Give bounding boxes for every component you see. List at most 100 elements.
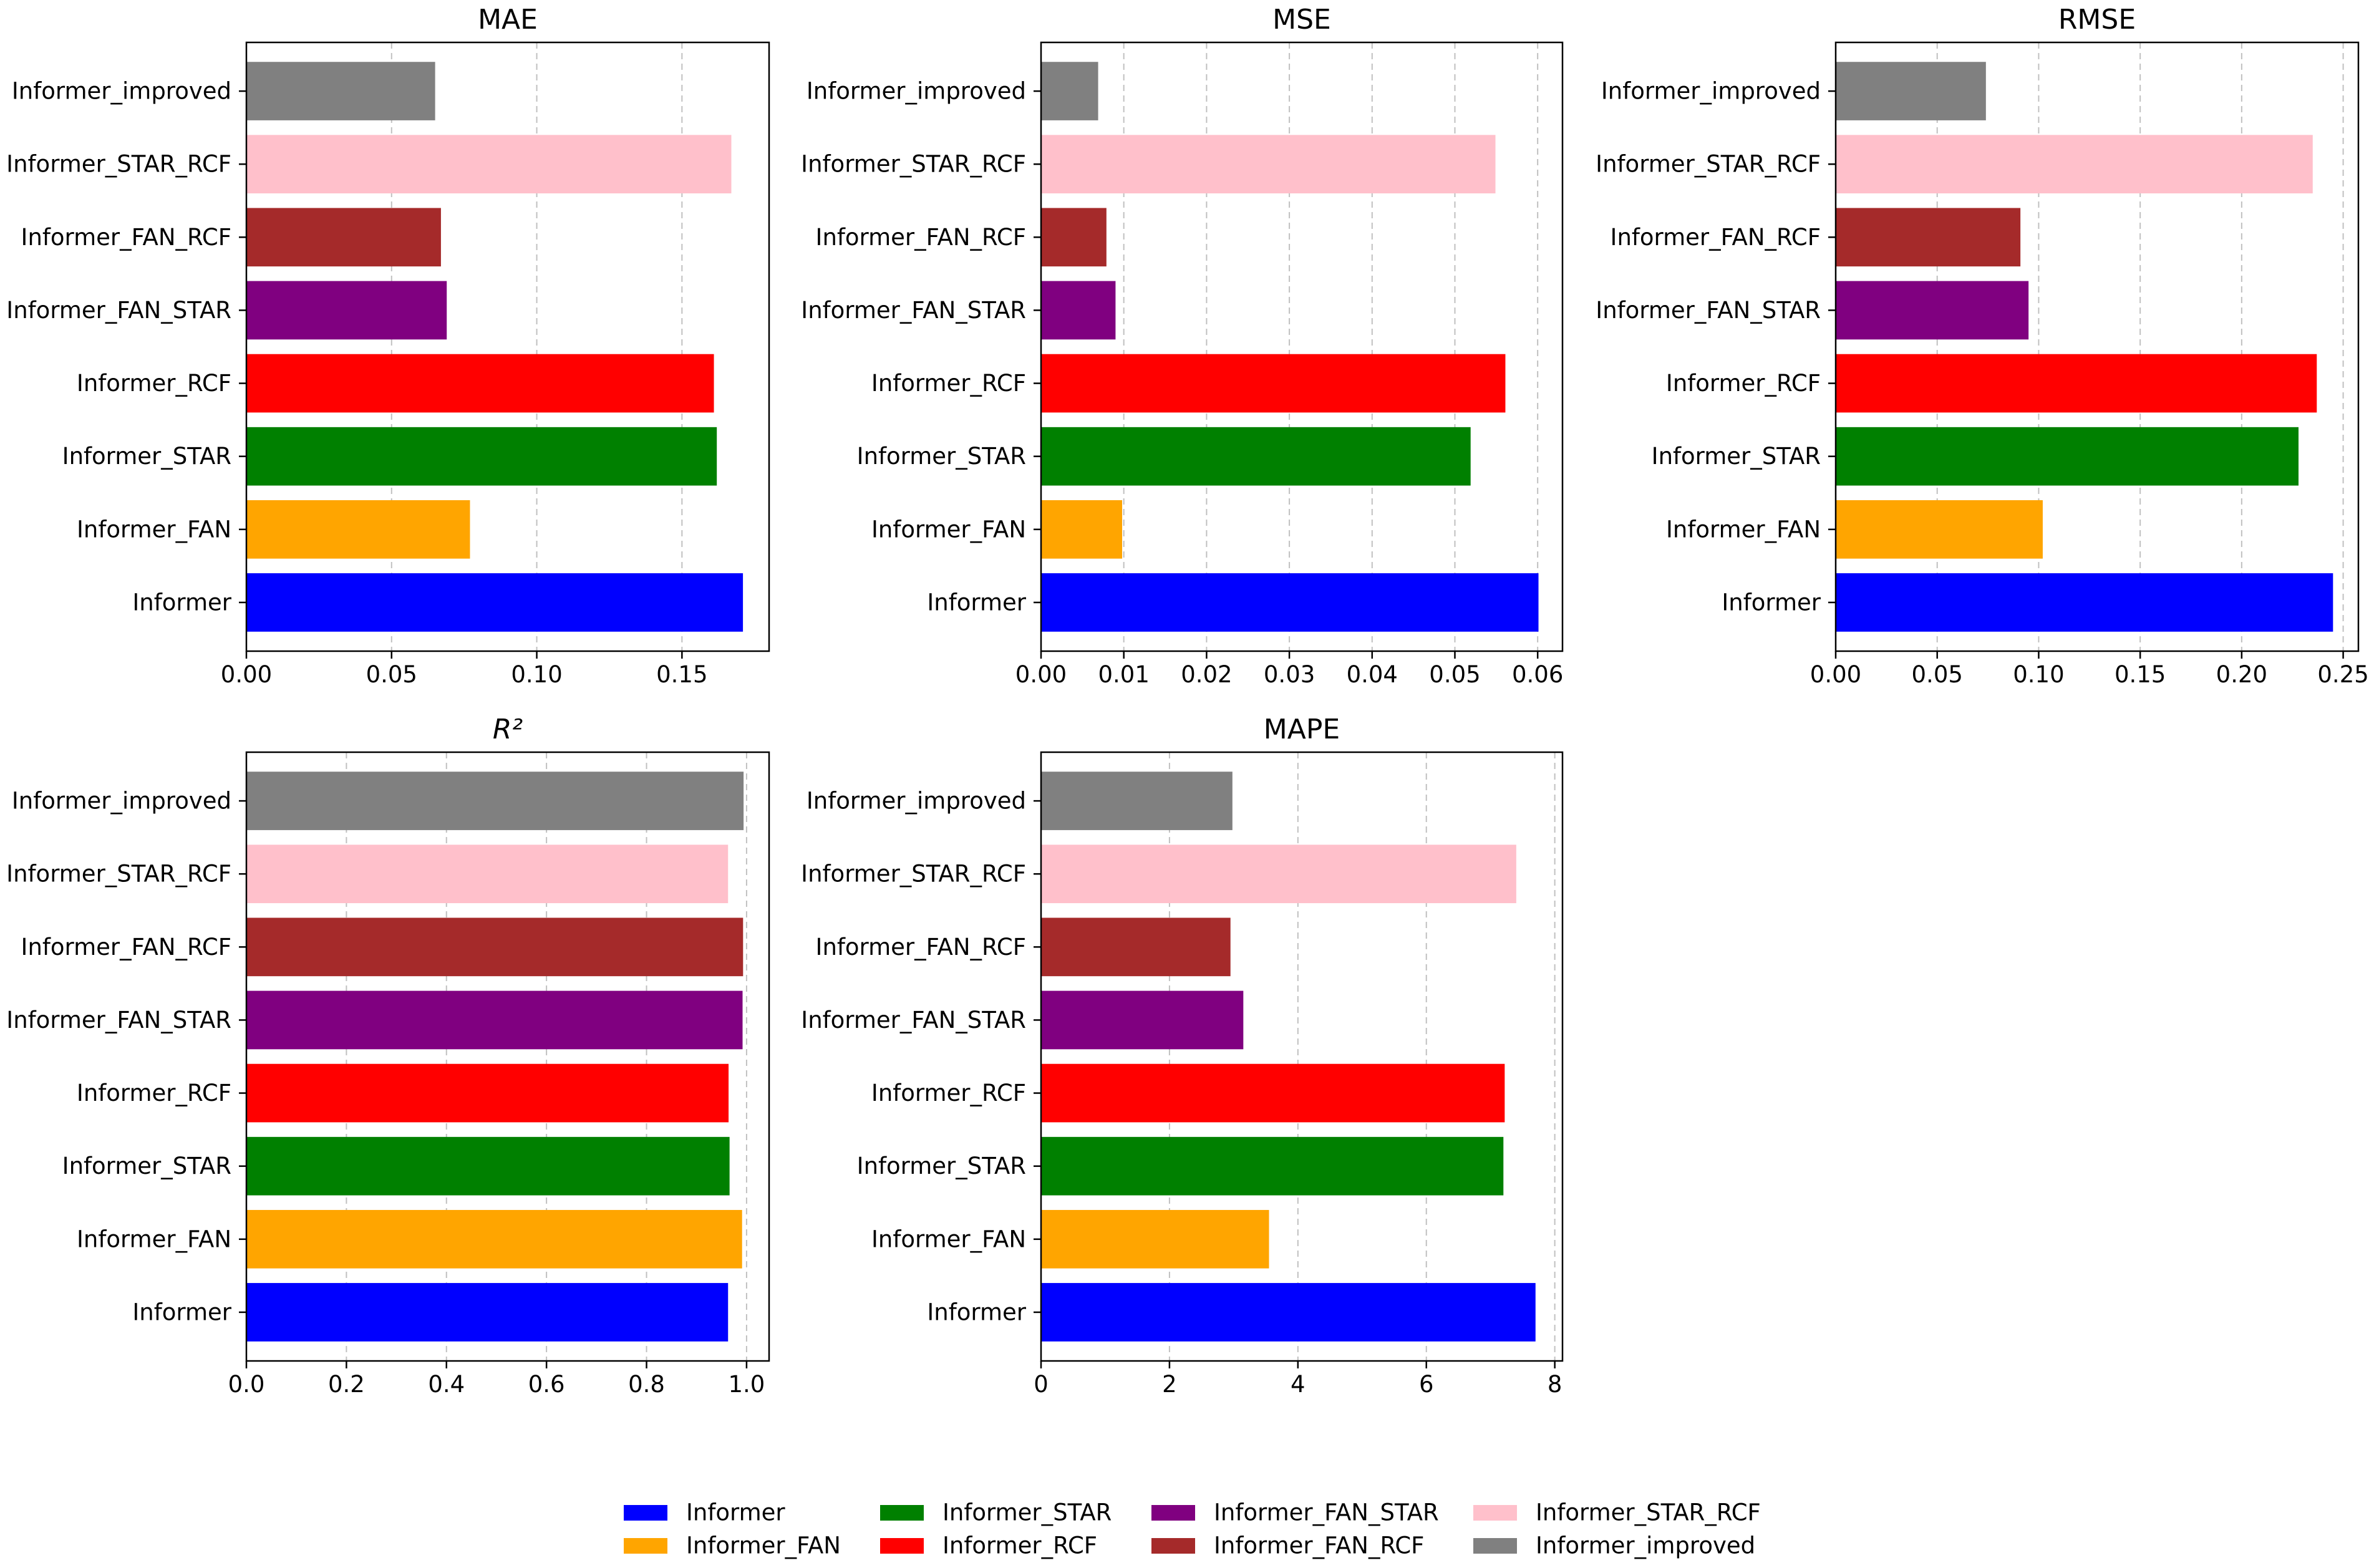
y-tick-label: Informer_STAR_RCF: [1596, 151, 1821, 178]
x-tick-label: 0.8: [628, 1371, 665, 1398]
panel-title: R²: [493, 714, 523, 745]
y-tick-label: Informer_FAN_STAR: [1596, 297, 1821, 324]
bar-informer-rcf: [1836, 354, 2317, 413]
y-tick-label: Informer_FAN_RCF: [1611, 224, 1821, 251]
y-tick-label: Informer_FAN_RCF: [21, 934, 231, 961]
x-tick-label: 0.10: [2013, 661, 2064, 688]
y-tick-label: Informer_STAR: [1652, 443, 1821, 470]
bar-informer-fan-star: [246, 281, 447, 340]
bar-informer-improved: [1041, 62, 1098, 120]
x-tick-label: 0.03: [1264, 661, 1315, 688]
legend-item-informer-star-rcf: Informer_STAR_RCF: [1473, 1499, 1761, 1526]
y-tick-label: Informer_FAN: [1666, 516, 1821, 543]
bar-informer-fan: [1041, 1209, 1269, 1269]
bar-informer-star: [1041, 427, 1471, 486]
legend-label: Informer_FAN: [686, 1532, 841, 1559]
panel-rmse: Informer Informer_FAN Informer_STAR Informe…: [1596, 4, 2369, 688]
x-tick-label: 2: [1162, 1371, 1177, 1398]
bar-informer-fan-star: [1041, 281, 1116, 340]
panel-mape: Informer Informer_FAN Informer_STAR Informe…: [801, 714, 1564, 1398]
panel-title: MAPE: [1264, 714, 1340, 745]
x-tick-label: 0.05: [1429, 661, 1480, 688]
y-tick-label: Informer_improved: [12, 788, 231, 815]
y-tick-label: Informer_STAR_RCF: [801, 861, 1026, 888]
y-tick-label: Informer_improved: [807, 78, 1026, 105]
bar-informer-fan-star: [246, 990, 743, 1050]
y-tick-label: Informer_STAR_RCF: [6, 861, 231, 888]
bar-informer-fan-rcf: [246, 208, 441, 267]
legend-swatch: [1473, 1538, 1517, 1554]
bar-informer-star-rcf: [246, 135, 732, 194]
x-tick-label: 0.00: [1810, 661, 1861, 688]
bar-informer-star: [1836, 427, 2299, 486]
bar-informer-fan-rcf: [1836, 208, 2021, 267]
y-tick-label: Informer_RCF: [1666, 370, 1821, 397]
bar-informer-fan: [1836, 500, 2043, 559]
panel-title: MAE: [478, 4, 538, 36]
bar-informer-fan-star: [1041, 990, 1244, 1050]
y-tick-label: Informer_RCF: [77, 1080, 231, 1106]
x-tick-label: 0.15: [656, 661, 707, 688]
bar-informer-rcf: [246, 1063, 729, 1123]
x-tick-label: 0.4: [428, 1371, 465, 1398]
y-tick-label: Informer_FAN_RCF: [21, 224, 231, 251]
legend-swatch: [624, 1505, 667, 1521]
legend-item-informer-fan-rcf: Informer_FAN_RCF: [1151, 1532, 1424, 1559]
y-tick-label: Informer: [1722, 589, 1821, 616]
x-tick-label: 0.20: [2216, 661, 2267, 688]
bar-informer-fan: [246, 1209, 742, 1269]
x-tick-label: 0.6: [528, 1371, 565, 1398]
x-tick-label: 0.15: [2115, 661, 2166, 688]
bar-informer-star-rcf: [1041, 135, 1496, 194]
y-tick-label: Informer_STAR: [62, 1153, 231, 1179]
x-tick-label: 0.10: [511, 661, 562, 688]
legend-label: Informer_improved: [1536, 1532, 1755, 1559]
x-tick-label: 8: [1548, 1371, 1562, 1398]
axes-frame: [245, 41, 770, 652]
bar-informer-fan-rcf: [246, 917, 744, 977]
bar-informer-star-rcf: [246, 844, 729, 904]
y-tick-label: Informer_STAR_RCF: [6, 151, 231, 178]
y-tick-label: Informer_FAN_STAR: [6, 297, 231, 324]
x-tick-label: 0.00: [221, 661, 272, 688]
y-tick-label: Informer: [927, 1299, 1026, 1325]
panel-mse: Informer Informer_FAN Informer_STAR Informe…: [801, 4, 1563, 688]
x-tick-label: 0.00: [1015, 661, 1067, 688]
axes-frame: [1834, 41, 2360, 652]
x-tick-label: 0.02: [1181, 661, 1232, 688]
y-tick-label: Informer: [132, 1299, 231, 1325]
x-tick-label: 4: [1291, 1371, 1306, 1398]
bar-informer-rcf: [1041, 1063, 1505, 1123]
y-tick-label: Informer_RCF: [871, 370, 1026, 397]
bar-informer-star-rcf: [1041, 844, 1516, 904]
y-tick-label: Informer_FAN_RCF: [816, 224, 1026, 251]
panel-title: RMSE: [2058, 4, 2136, 36]
x-tick-label: 1.0: [728, 1371, 765, 1398]
y-tick-label: Informer_FAN_STAR: [801, 297, 1026, 324]
panel-title: MSE: [1272, 4, 1331, 36]
bar-informer-fan: [1041, 500, 1123, 559]
bar-informer-star: [246, 1136, 730, 1196]
bar-informer-fan-star: [1836, 281, 2029, 340]
bar-informer-rcf: [246, 354, 714, 413]
legend-label: Informer_STAR_RCF: [1536, 1499, 1761, 1526]
legend-label: Informer_RCF: [942, 1532, 1097, 1559]
bar-informer-fan: [246, 500, 470, 559]
y-tick-label: Informer_FAN_RCF: [816, 934, 1026, 961]
legend-label: Informer_FAN_RCF: [1214, 1532, 1424, 1559]
y-tick-label: Informer_FAN_STAR: [801, 1007, 1026, 1033]
legend-swatch: [880, 1538, 924, 1554]
x-tick-label: 0.04: [1347, 661, 1398, 688]
bar-informer: [1041, 573, 1539, 632]
y-tick-label: Informer_improved: [807, 788, 1026, 815]
y-tick-label: Informer_FAN: [77, 1226, 231, 1252]
x-tick-label: 0.2: [328, 1371, 365, 1398]
bar-informer-star: [1041, 1136, 1504, 1196]
x-tick-label: 0.05: [1912, 661, 1963, 688]
legend-label: Informer_FAN_STAR: [1214, 1499, 1439, 1526]
axes-frame: [245, 751, 770, 1362]
legend-label: Informer_STAR: [942, 1499, 1112, 1526]
bar-informer-fan-rcf: [1041, 208, 1107, 267]
y-tick-label: Informer_FAN: [871, 516, 1026, 543]
